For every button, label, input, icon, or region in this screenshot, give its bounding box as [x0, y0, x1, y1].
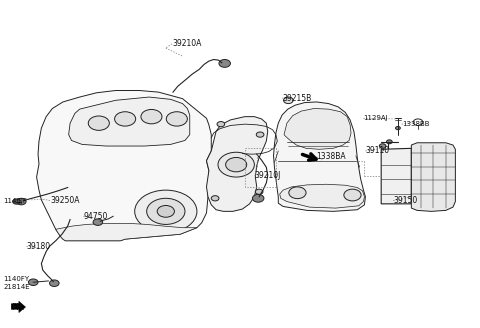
- Polygon shape: [36, 91, 211, 241]
- Circle shape: [88, 116, 109, 130]
- Circle shape: [226, 157, 247, 172]
- Circle shape: [93, 219, 103, 225]
- Polygon shape: [56, 223, 197, 241]
- Polygon shape: [274, 102, 365, 211]
- Text: 39150: 39150: [393, 196, 418, 205]
- Circle shape: [16, 198, 26, 205]
- Polygon shape: [381, 148, 411, 204]
- Circle shape: [217, 122, 225, 127]
- Circle shape: [211, 196, 219, 201]
- Text: 39210J: 39210J: [254, 171, 281, 180]
- Circle shape: [219, 59, 230, 67]
- Text: 1140JF: 1140JF: [3, 197, 27, 204]
- Text: 39180: 39180: [26, 242, 51, 251]
- Circle shape: [135, 190, 197, 233]
- Text: 39215B: 39215B: [282, 93, 312, 103]
- Circle shape: [284, 97, 293, 104]
- Text: 39110: 39110: [365, 146, 390, 155]
- Circle shape: [256, 132, 264, 137]
- Text: 1338BA: 1338BA: [317, 152, 346, 161]
- Polygon shape: [280, 184, 364, 208]
- Circle shape: [379, 144, 386, 148]
- Text: 1140FY: 1140FY: [3, 276, 29, 282]
- Circle shape: [115, 112, 136, 126]
- Polygon shape: [206, 117, 268, 211]
- Polygon shape: [11, 301, 25, 313]
- Circle shape: [141, 110, 162, 124]
- Circle shape: [289, 187, 306, 199]
- Text: 1338BB: 1338BB: [402, 121, 429, 127]
- Text: 94750: 94750: [84, 212, 108, 221]
- Circle shape: [255, 189, 263, 195]
- Polygon shape: [284, 109, 351, 149]
- Circle shape: [49, 280, 59, 286]
- Text: 39250A: 39250A: [50, 196, 80, 205]
- Circle shape: [218, 152, 254, 177]
- Circle shape: [344, 189, 361, 201]
- Circle shape: [147, 198, 185, 224]
- Text: 21814E: 21814E: [3, 284, 30, 290]
- Circle shape: [166, 112, 187, 126]
- Text: 1129AJ: 1129AJ: [363, 115, 388, 121]
- Circle shape: [396, 126, 400, 130]
- Polygon shape: [411, 143, 456, 211]
- Circle shape: [12, 199, 20, 204]
- Text: 39210A: 39210A: [172, 39, 202, 48]
- Circle shape: [28, 279, 38, 285]
- Circle shape: [252, 195, 264, 202]
- Text: FR.: FR.: [11, 302, 25, 312]
- Polygon shape: [69, 97, 190, 146]
- Circle shape: [386, 140, 392, 144]
- Circle shape: [157, 205, 174, 217]
